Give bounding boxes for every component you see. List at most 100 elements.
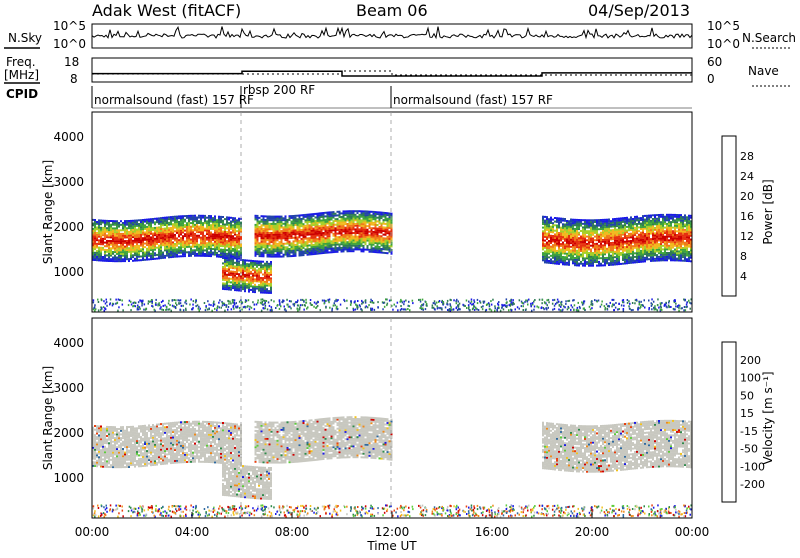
heatmap-cell	[198, 216, 200, 219]
heatmap-cell	[268, 239, 271, 242]
heatmap-cell	[228, 259, 230, 262]
heatmap-cell	[624, 258, 626, 261]
heatmap-cell	[574, 242, 576, 245]
heatmap-cell	[376, 213, 379, 216]
heatmap-cell	[642, 244, 644, 247]
heatmap-cell	[206, 227, 208, 230]
heatmap-cell	[142, 222, 144, 225]
heatmap-cell	[686, 245, 688, 248]
heatmap-cell	[260, 224, 263, 227]
heatmap-cell	[228, 263, 230, 265]
heatmap-cell	[544, 259, 546, 262]
heatmap-cell	[238, 289, 240, 292]
heatmap-cell	[226, 252, 228, 255]
heatmap-cell	[152, 254, 154, 257]
heatmap-cell	[216, 224, 218, 227]
heatmap-cell	[256, 214, 259, 217]
heatmap-cell	[576, 240, 578, 243]
heatmap-cell	[276, 215, 279, 218]
heatmap-cell	[550, 218, 552, 221]
heatmap-cell	[182, 222, 184, 225]
heatmap-cell	[126, 232, 128, 235]
heatmap-cell	[650, 249, 652, 251]
heatmap-cell	[108, 252, 110, 255]
heatmap-cell	[100, 228, 102, 231]
heatmap-cell	[176, 237, 178, 240]
heatmap-cell	[202, 229, 204, 232]
heatmap-cell	[152, 236, 154, 239]
heatmap-cell	[238, 246, 240, 249]
heatmap-cell	[316, 252, 319, 255]
heatmap-cell	[160, 229, 162, 232]
heatmap-cell	[670, 224, 672, 227]
heatmap-cell	[582, 255, 584, 258]
heatmap-cell	[640, 228, 642, 230]
heatmap-cell	[268, 233, 271, 236]
heatmap-cell	[318, 216, 321, 219]
heatmap-cell	[100, 219, 102, 222]
heatmap-cell	[138, 230, 140, 233]
heatmap-cell	[178, 220, 180, 223]
heatmap-cell	[150, 238, 152, 241]
heatmap-cell	[600, 244, 602, 247]
heatmap-cell	[312, 236, 315, 239]
heatmap-cell	[600, 239, 602, 241]
heatmap-cell	[144, 227, 146, 230]
heatmap-cell	[570, 234, 572, 237]
heatmap-cell	[660, 255, 662, 258]
heatmap-cell	[96, 226, 98, 229]
heatmap-cell	[280, 217, 283, 220]
heatmap-cell	[690, 229, 692, 232]
heatmap-cell	[236, 280, 238, 283]
heatmap-cell	[264, 215, 267, 218]
heatmap-cell	[234, 274, 236, 277]
heatmap-cell	[542, 223, 544, 225]
heatmap-cell	[608, 225, 610, 228]
heatmap-cell	[204, 249, 206, 252]
heatmap-cell	[636, 259, 638, 262]
heatmap-cell	[244, 279, 246, 282]
heatmap-cell	[560, 230, 562, 233]
heatmap-cell	[688, 256, 690, 259]
heatmap-cell	[314, 238, 317, 241]
heatmap-cell	[170, 247, 172, 249]
heatmap-cell	[388, 219, 391, 222]
heatmap-cell	[226, 236, 228, 239]
heatmap-cell	[690, 240, 692, 243]
heatmap-cell	[166, 245, 168, 248]
heatmap-cell	[210, 255, 212, 258]
heatmap-cell	[318, 221, 321, 224]
heatmap-cell	[680, 239, 682, 242]
heatmap-cell	[134, 226, 136, 229]
heatmap-cell	[326, 211, 329, 214]
heatmap-cell	[182, 240, 184, 243]
heatmap-cell	[194, 242, 196, 244]
heatmap-cell	[202, 253, 204, 255]
heatmap-cell	[588, 237, 590, 240]
heatmap-cell	[126, 258, 128, 261]
heatmap-cell	[264, 266, 266, 269]
heatmap-cell	[210, 235, 212, 238]
heatmap-cell	[100, 234, 102, 237]
heatmap-cell	[280, 224, 283, 227]
heatmap-cell	[272, 252, 275, 254]
heatmap-cell	[602, 257, 604, 260]
heatmap-cell	[192, 236, 194, 239]
heatmap-cell	[252, 287, 254, 290]
heatmap-cell	[348, 241, 351, 244]
heatmap-cell	[612, 236, 614, 239]
heatmap-cell	[380, 231, 383, 234]
heatmap-cell	[256, 233, 259, 236]
heatmap-cell	[214, 217, 216, 220]
heatmap-cell	[246, 279, 248, 282]
heatmap-cell	[318, 243, 321, 246]
heatmap-cell	[328, 247, 331, 250]
heatmap-cell	[336, 221, 339, 224]
heatmap-cell	[338, 227, 341, 229]
heatmap-cell	[230, 225, 232, 228]
heatmap-cell	[608, 229, 610, 232]
heatmap-cell	[362, 248, 365, 251]
heatmap-cell	[328, 251, 331, 254]
heatmap-cell	[652, 252, 654, 255]
heatmap-cell	[372, 218, 375, 221]
